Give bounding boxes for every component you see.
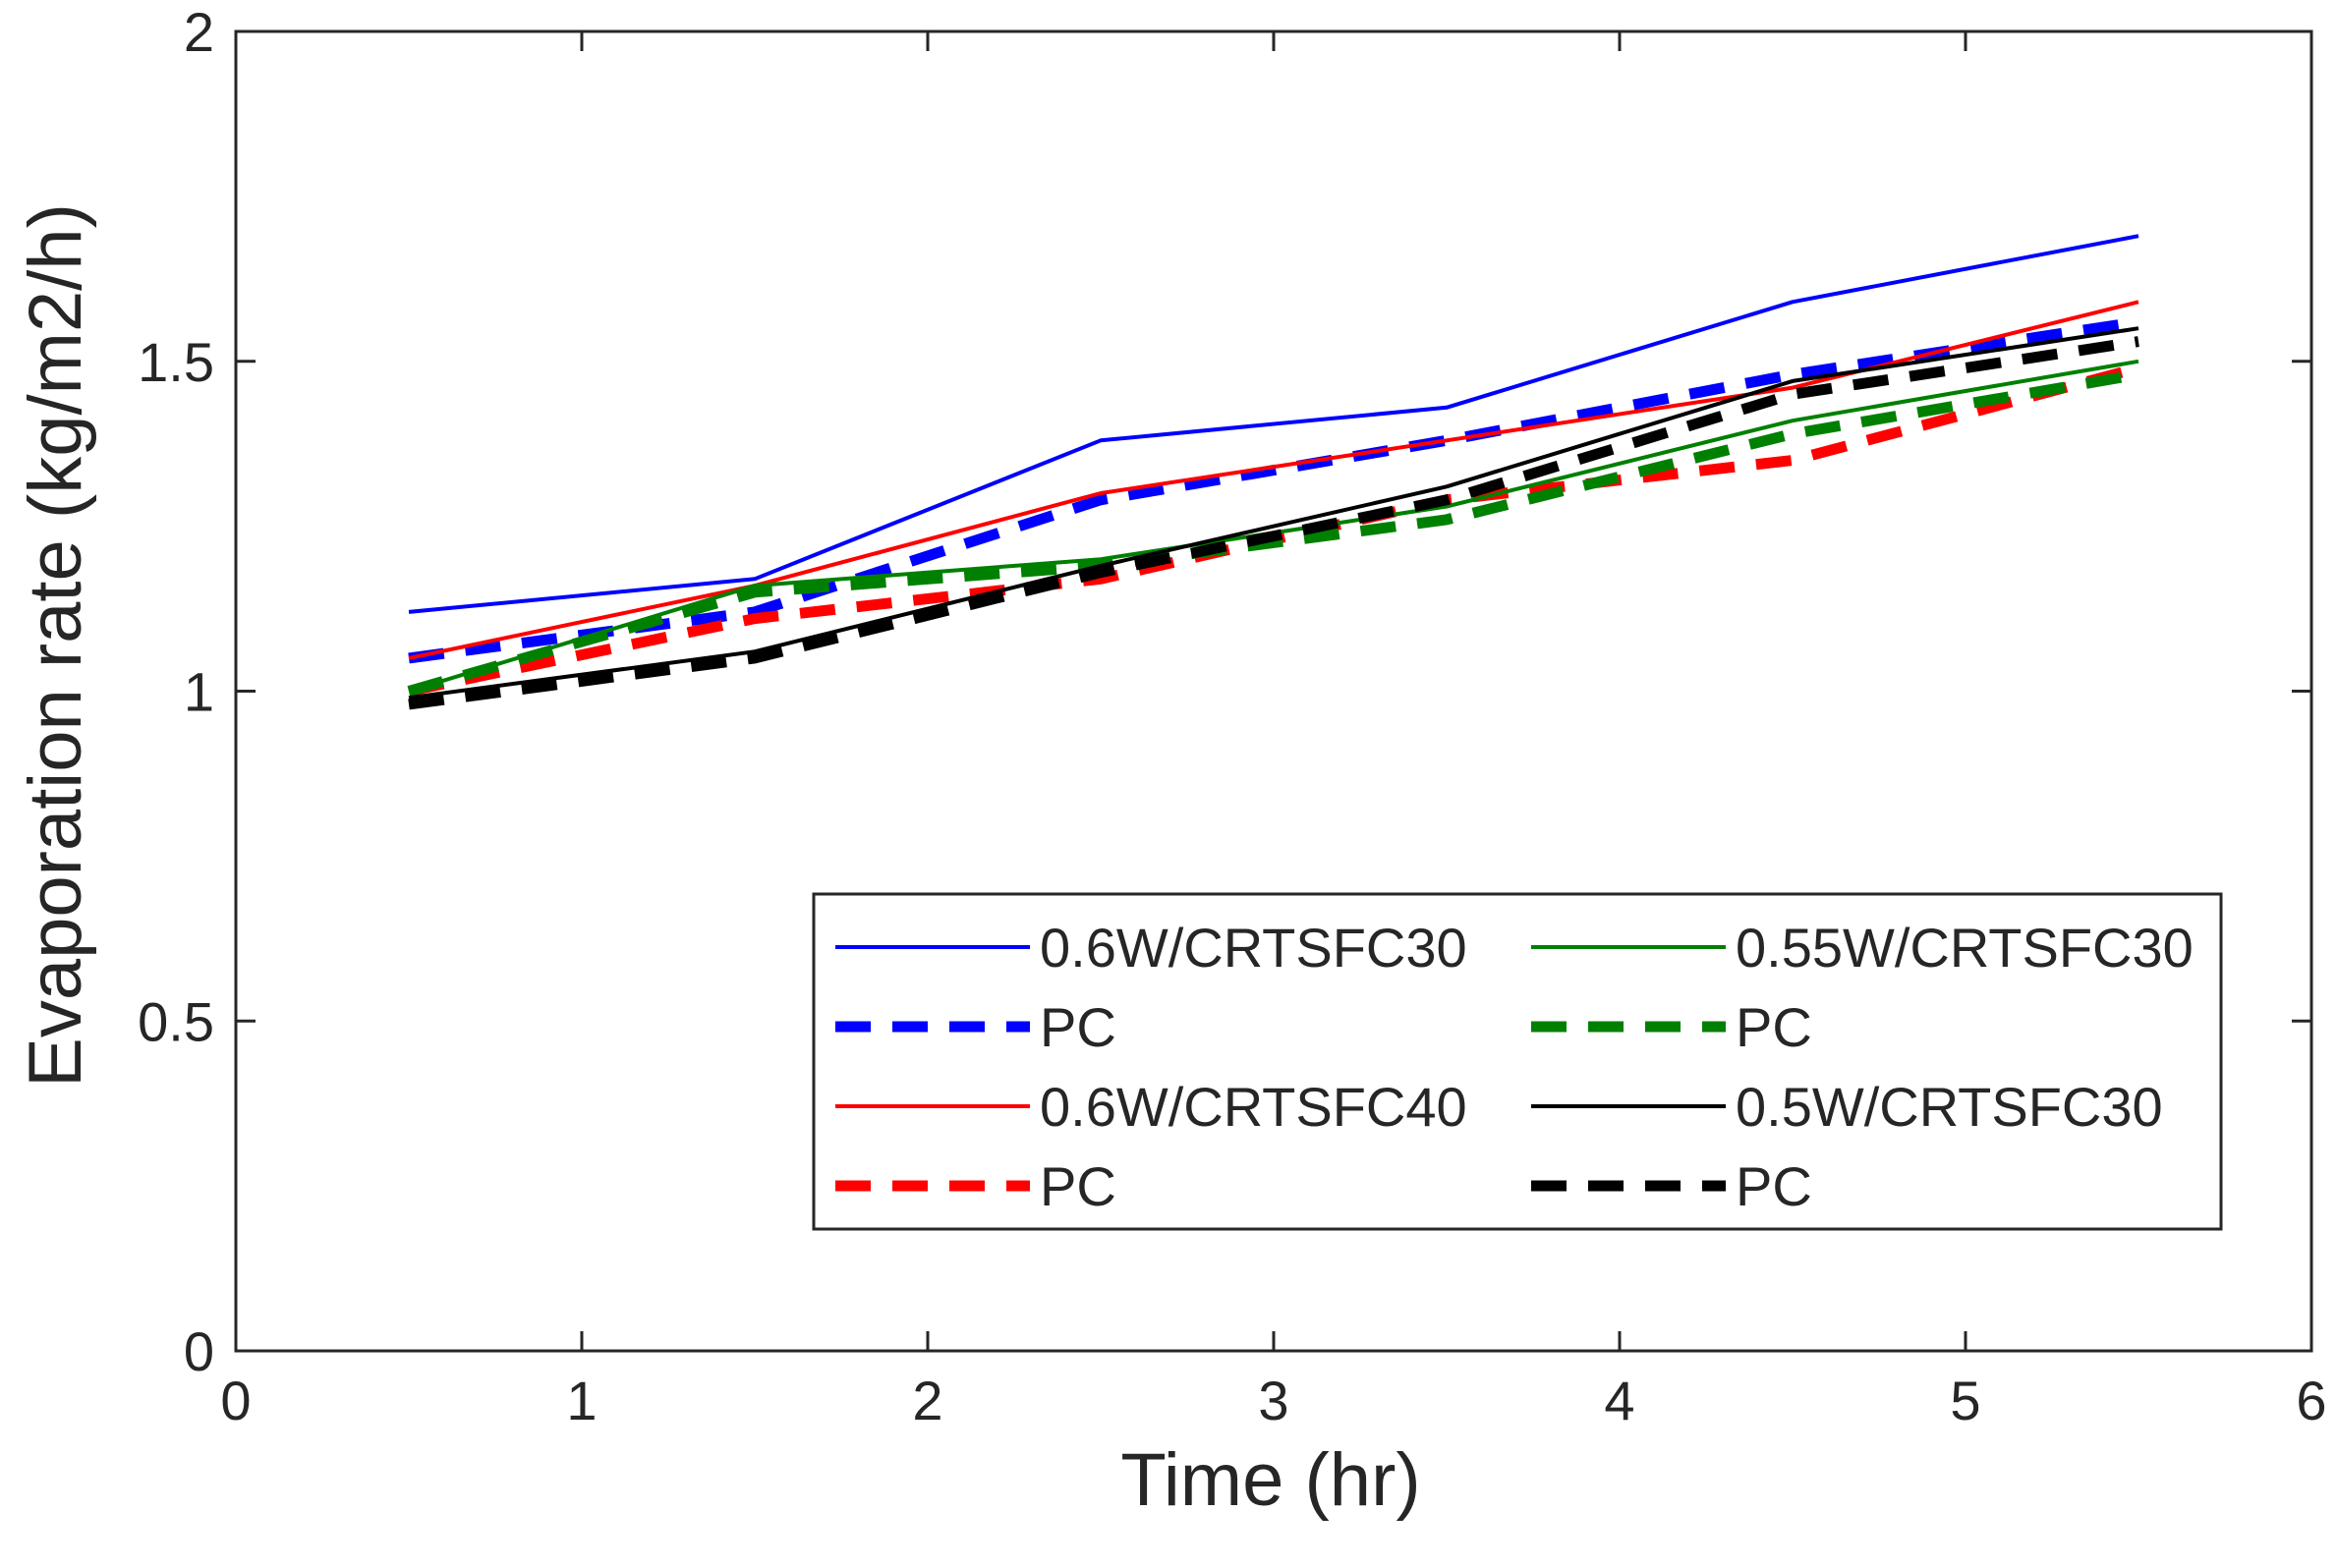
x-tick-label: 5 [1950, 1370, 1980, 1431]
y-axis-label: Evaporation rate (kg/m2/h) [14, 203, 97, 1088]
x-tick-label: 1 [566, 1370, 597, 1431]
series-line-3 [408, 300, 2139, 660]
legend: 0.6W/CRTSFC30 PC 0.6W/CRTSFC40 PC 0.55W/CRTS… [812, 892, 2223, 1231]
y-tick-label: 1.5 [138, 331, 214, 393]
legend-label-3: 0.6W/CRTSFC40 [1040, 1076, 1467, 1138]
y-tick-label: 0 [184, 1320, 214, 1382]
y-tick-label: 0.5 [138, 990, 214, 1052]
legend-label-1: 0.6W/CRTSFC30 [1040, 917, 1467, 979]
series-line-1 [408, 234, 2139, 614]
x-axis-label: Time (hr) [1120, 1438, 1420, 1522]
legend-label-5: 0.55W/CRTSFC30 [1736, 917, 2194, 979]
series-line-6 [407, 368, 2139, 697]
legend-label-4: PC [1040, 1155, 1116, 1217]
x-tick-label: 2 [912, 1370, 942, 1431]
y-tick-label: 1 [184, 661, 214, 723]
x-tick-label: 0 [220, 1370, 251, 1431]
axes: 0 1 2 3 4 5 6 0 0.5 1 1.5 2 [138, 1, 2326, 1431]
x-tick-label: 6 [2296, 1370, 2326, 1431]
x-tick-label: 4 [1604, 1370, 1634, 1431]
legend-label-7: 0.5W/CRTSFC30 [1736, 1076, 2163, 1138]
y-tick-label: 2 [184, 1, 214, 63]
series-line-2 [408, 316, 2139, 664]
series-lines [407, 234, 2140, 710]
legend-label-2: PC [1040, 996, 1116, 1058]
legend-box [812, 892, 2223, 1231]
legend-label-6: PC [1736, 996, 1812, 1058]
series-line-7 [408, 326, 2139, 700]
legend-label-8: PC [1736, 1155, 1812, 1217]
series-line-8 [408, 336, 2139, 710]
x-tick-label: 3 [1258, 1370, 1288, 1431]
